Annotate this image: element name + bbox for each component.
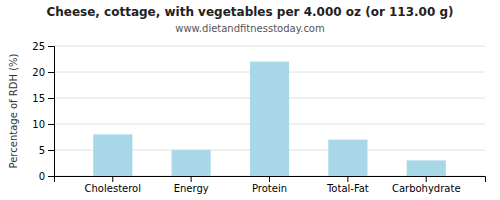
tick: 5 — [39, 145, 54, 156]
tick-label: 0 — [39, 171, 45, 182]
tick-label: 25 — [32, 41, 45, 52]
tick-mark — [48, 46, 54, 47]
tick-mark — [112, 176, 113, 182]
tick: 20 — [32, 67, 54, 78]
tick: Carbohydrate — [392, 176, 461, 194]
tick: Cholesterol — [85, 176, 141, 194]
tick-label: 20 — [32, 67, 45, 78]
tick: Total-Fat — [326, 176, 369, 194]
x-axis: Cholesterol Energy Protein Total-Fat Carbohy… — [55, 176, 486, 194]
bars — [93, 62, 446, 176]
tick-mark — [191, 176, 192, 182]
bar — [407, 160, 446, 176]
tick-label: Total-Fat — [326, 183, 369, 194]
tick: 10 — [32, 119, 54, 130]
tick-mark — [48, 150, 54, 151]
title: Cheese, cottage, with vegetables per 4.0… — [46, 5, 453, 19]
tick-label: Cholesterol — [85, 183, 141, 194]
tick: 15 — [32, 93, 54, 104]
tick-mark — [48, 124, 54, 125]
chart-container: Cholesterol Energy Protein Total-Fat Carbohy… — [0, 0, 500, 200]
subtitle: www.dietandfitnesstoday.com — [175, 23, 324, 34]
tick-label: 15 — [32, 93, 45, 104]
tick-label: 5 — [39, 145, 45, 156]
bar — [328, 140, 367, 176]
tick: 0 — [39, 171, 54, 182]
tick-mark — [269, 176, 270, 182]
tick-label: Carbohydrate — [392, 183, 461, 194]
y-axis-title: Percentage of RDH (%) — [8, 53, 19, 168]
bar — [93, 134, 132, 176]
bar — [172, 150, 211, 176]
tick: Protein — [252, 176, 287, 194]
tick-mark — [48, 98, 54, 99]
axis-line — [48, 47, 55, 177]
tick-mark — [347, 176, 348, 182]
grid — [54, 46, 485, 176]
tick-label: Energy — [174, 183, 209, 194]
axis-line — [55, 177, 486, 183]
tick-mark — [426, 176, 427, 182]
bar — [250, 62, 289, 176]
tick-label: Protein — [252, 183, 287, 194]
tick-label: 10 — [32, 119, 45, 130]
tick: 25 — [32, 41, 54, 52]
tick-mark — [48, 72, 54, 73]
y-axis: 0 5 10 15 20 25 — [32, 41, 54, 182]
chart-svg: Cholesterol Energy Protein Total-Fat Carbohy… — [0, 0, 500, 200]
grid-line — [54, 46, 485, 47]
tick-mark — [48, 176, 54, 177]
tick: Energy — [174, 176, 209, 194]
